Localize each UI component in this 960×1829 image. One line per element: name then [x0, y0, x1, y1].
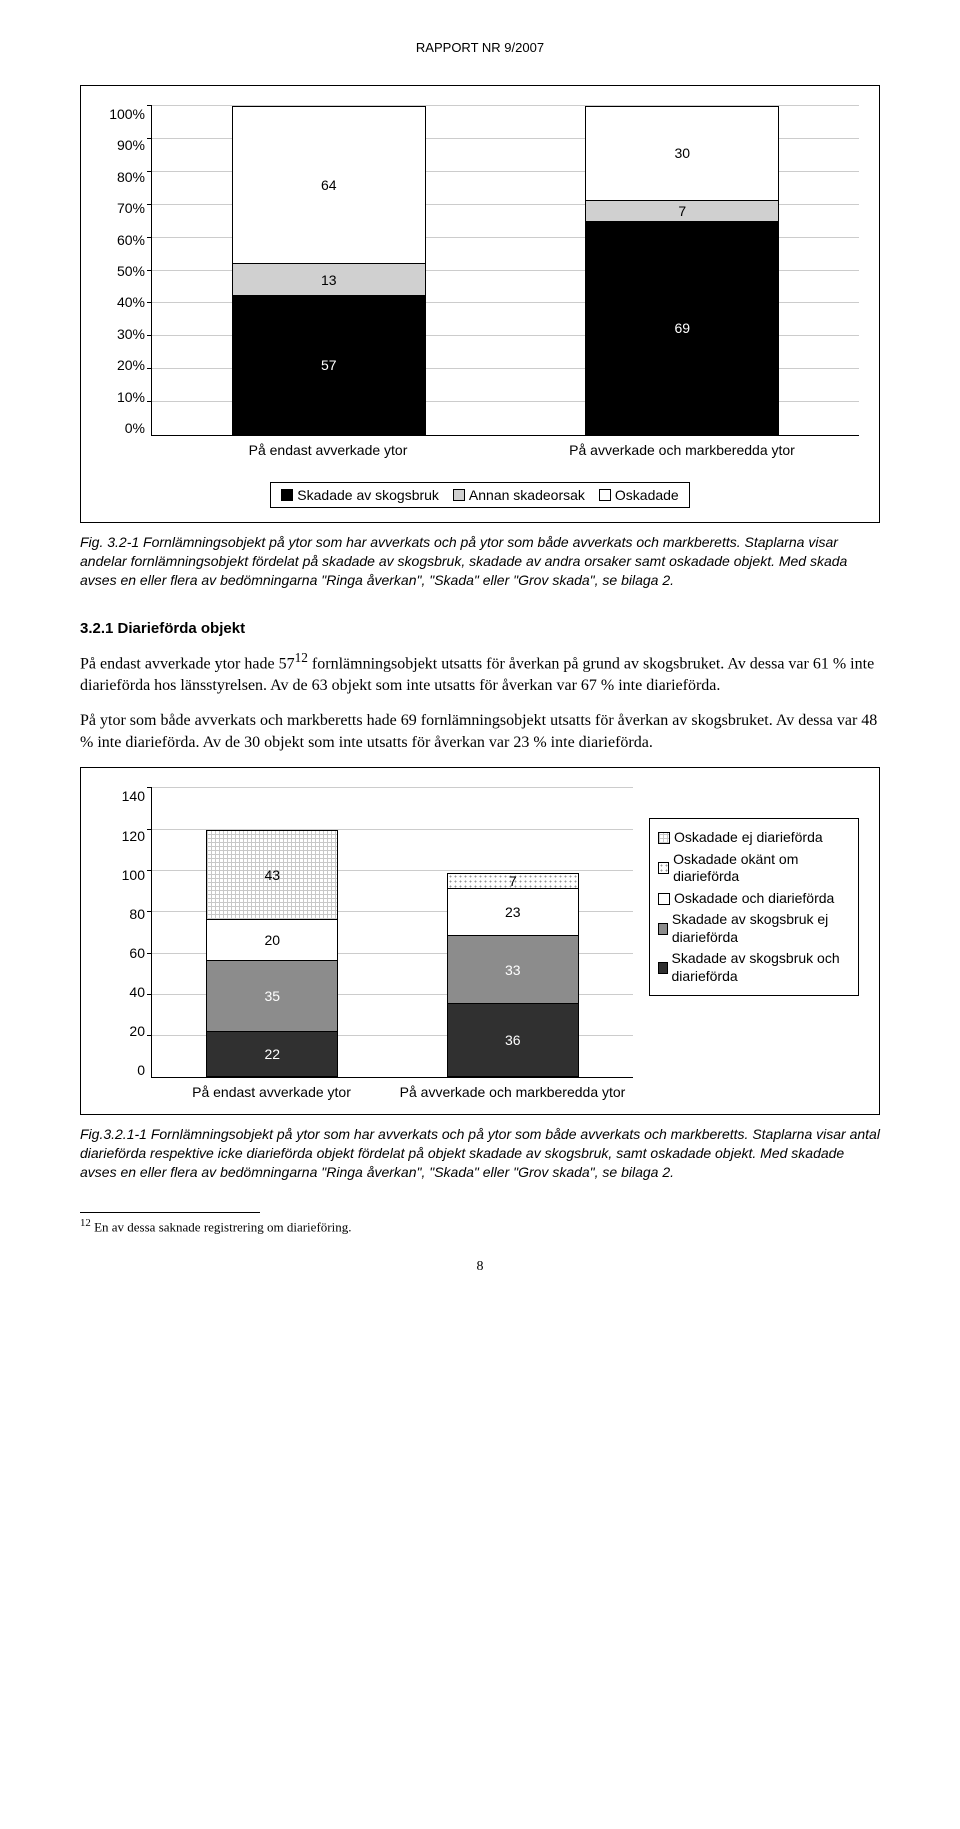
footnote-12: 12 En av dessa saknade registrering om d… [80, 1217, 880, 1235]
footnote-marker: 12 [80, 1217, 91, 1229]
x-tick-label: På avverkade och markberedda ytor [505, 442, 859, 458]
legend-item: Oskadade [599, 487, 679, 503]
y-tick-label: 80 [129, 906, 145, 922]
x-tick-label: På endast avverkade ytor [151, 1084, 392, 1100]
y-tick-label: 50% [117, 263, 145, 279]
x-tick-label: På endast avverkade ytor [151, 442, 505, 458]
chart1-plot: 571364 69730 [151, 106, 859, 436]
page-number: 8 [80, 1259, 880, 1275]
bar-segment: 33 [448, 935, 578, 1002]
bar-segment: 23 [448, 888, 578, 935]
y-tick-label: 0% [125, 420, 145, 436]
legend-item: Skadade av skogsbruk ej diarieförda [658, 911, 850, 946]
bar-segment: 69 [586, 221, 778, 434]
y-tick-label: 100 [122, 867, 145, 883]
bar-segment: 13 [233, 263, 425, 295]
section-3-2-1-heading: 3.2.1 Diarieförda objekt [80, 620, 880, 637]
bar-segment: 64 [233, 107, 425, 263]
legend-item: Oskadade och diarieförda [658, 890, 850, 908]
bar-segment: 35 [207, 960, 337, 1032]
legend-item: Oskadade okänt om diarieförda [658, 851, 850, 886]
chart2-legend: Oskadade ej diarieförda Oskadade okänt om… [649, 818, 859, 996]
bar-segment: 57 [233, 295, 425, 434]
x-tick-label: På avverkade och markberedda ytor [392, 1084, 633, 1100]
chart1-y-axis: 100% 90% 80% 70% 60% 50% 40% 30% 20% 10% 0% [101, 106, 151, 436]
y-tick-label: 20% [117, 357, 145, 373]
legend-item: Oskadade ej diarieförda [658, 829, 850, 847]
bar-segment: 7 [448, 874, 578, 888]
y-tick-label: 70% [117, 200, 145, 216]
y-tick-label: 20 [129, 1023, 145, 1039]
y-tick-label: 10% [117, 389, 145, 405]
chart2-x-labels: På endast avverkade ytorPå avverkade och… [151, 1084, 633, 1100]
chart-2: 140120100806040200 223520433633237 På en… [80, 767, 880, 1115]
bar-segment: 20 [207, 919, 337, 960]
y-tick-label: 40 [129, 984, 145, 1000]
chart1-x-labels: På endast avverkade ytorPå avverkade och… [151, 442, 859, 458]
bar-segment: 30 [586, 107, 778, 200]
y-tick-label: 60 [129, 945, 145, 961]
legend-item: Skadade av skogsbruk [281, 487, 439, 503]
chart2-y-axis: 140 120 100 80 60 40 20 0 [101, 788, 151, 1078]
chart1-caption-text: Fornlämningsobjekt på ytor som har avver… [80, 534, 847, 588]
bar-segment: 7 [586, 200, 778, 222]
chart2-caption-label: Fig.3.2.1-1 [80, 1126, 147, 1142]
y-tick-label: 90% [117, 137, 145, 153]
legend-item: Annan skadeorsak [453, 487, 585, 503]
chart1-legend: Skadade av skogsbruk Annan skadeorsak Oska… [270, 482, 689, 508]
p1-footnote-marker: 12 [295, 650, 308, 665]
section-3-2-1-p1: På endast avverkade ytor hade 5712 fornl… [80, 649, 880, 697]
chart2-plot: 22352043 3633237 [151, 788, 633, 1078]
y-tick-label: 40% [117, 294, 145, 310]
section-3-2-1-p2: På ytor som både avverkats och markberet… [80, 710, 880, 753]
chart1-caption-label: Fig. 3.2-1 [80, 534, 139, 550]
bar-segment: 36 [448, 1003, 578, 1077]
p1a: På endast avverkade ytor hade 57 [80, 655, 295, 672]
y-tick-label: 0 [137, 1062, 145, 1078]
y-tick-label: 100% [109, 106, 145, 122]
chart2-caption-text: Fornlämningsobjekt på ytor som har avver… [80, 1126, 880, 1180]
footnote-separator [80, 1212, 260, 1213]
chart-1: 100% 90% 80% 70% 60% 50% 40% 30% 20% 10% 0% 571364… [80, 85, 880, 523]
footnote-text: En av dessa saknade registrering om diar… [91, 1219, 352, 1234]
y-tick-label: 140 [122, 788, 145, 804]
y-tick-label: 60% [117, 232, 145, 248]
legend-item: Skadade av skogsbruk och diarieförda [658, 950, 850, 985]
y-tick-label: 120 [122, 828, 145, 844]
y-tick-label: 30% [117, 326, 145, 342]
chart2-caption: Fig.3.2.1-1 Fornlämningsobjekt på ytor s… [80, 1125, 880, 1182]
report-header: RAPPORT NR 9/2007 [80, 40, 880, 55]
bar-segment: 22 [207, 1031, 337, 1076]
chart1-caption: Fig. 3.2-1 Fornlämningsobjekt på ytor so… [80, 533, 880, 590]
bar-segment: 43 [207, 831, 337, 919]
y-tick-label: 80% [117, 169, 145, 185]
